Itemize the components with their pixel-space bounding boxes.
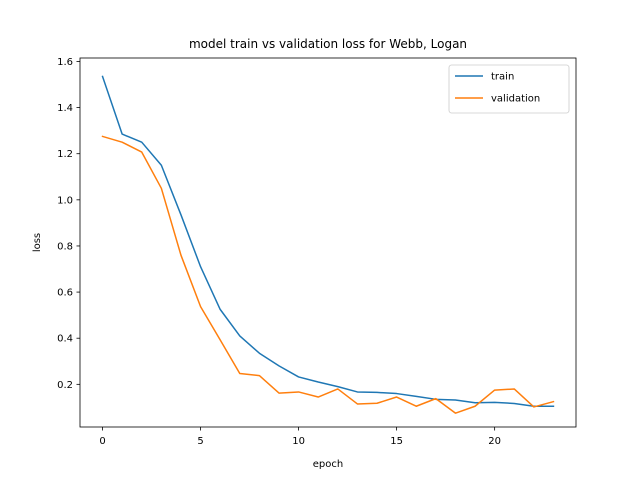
x-tick-label: 15 xyxy=(390,436,403,447)
plot-frame xyxy=(79,57,577,428)
legend-label-train: train xyxy=(491,72,514,83)
x-tick-label: 0 xyxy=(99,436,105,447)
y-tick-label: 1.6 xyxy=(57,57,73,68)
y-tick-label: 1.0 xyxy=(57,195,73,206)
x-axis-ticks: 0 5 10 15 20 xyxy=(99,427,501,447)
x-tick-label: 5 xyxy=(197,436,203,447)
y-axis-label: loss xyxy=(32,233,43,252)
y-tick-label: 0.6 xyxy=(57,288,73,299)
chart-title: model train vs validation loss for Webb,… xyxy=(189,37,467,51)
legend: train validation xyxy=(448,64,570,114)
series-line-validation xyxy=(101,135,555,414)
legend-label-validation: validation xyxy=(491,94,540,105)
y-tick-label: 1.4 xyxy=(57,103,73,114)
x-axis-label: epoch xyxy=(313,459,343,470)
x-tick-label: 10 xyxy=(292,436,305,447)
y-tick-label: 0.8 xyxy=(57,241,73,252)
x-tick-label: 20 xyxy=(488,436,501,447)
series-layer xyxy=(101,75,555,414)
y-tick-label: 0.4 xyxy=(57,334,73,345)
legend-box xyxy=(448,64,570,114)
y-tick-label: 1.2 xyxy=(57,149,73,160)
y-axis-ticks: 0.2 0.4 0.6 0.8 1.0 1.2 1.4 1.6 xyxy=(57,57,80,391)
y-tick-label: 0.2 xyxy=(57,380,73,391)
